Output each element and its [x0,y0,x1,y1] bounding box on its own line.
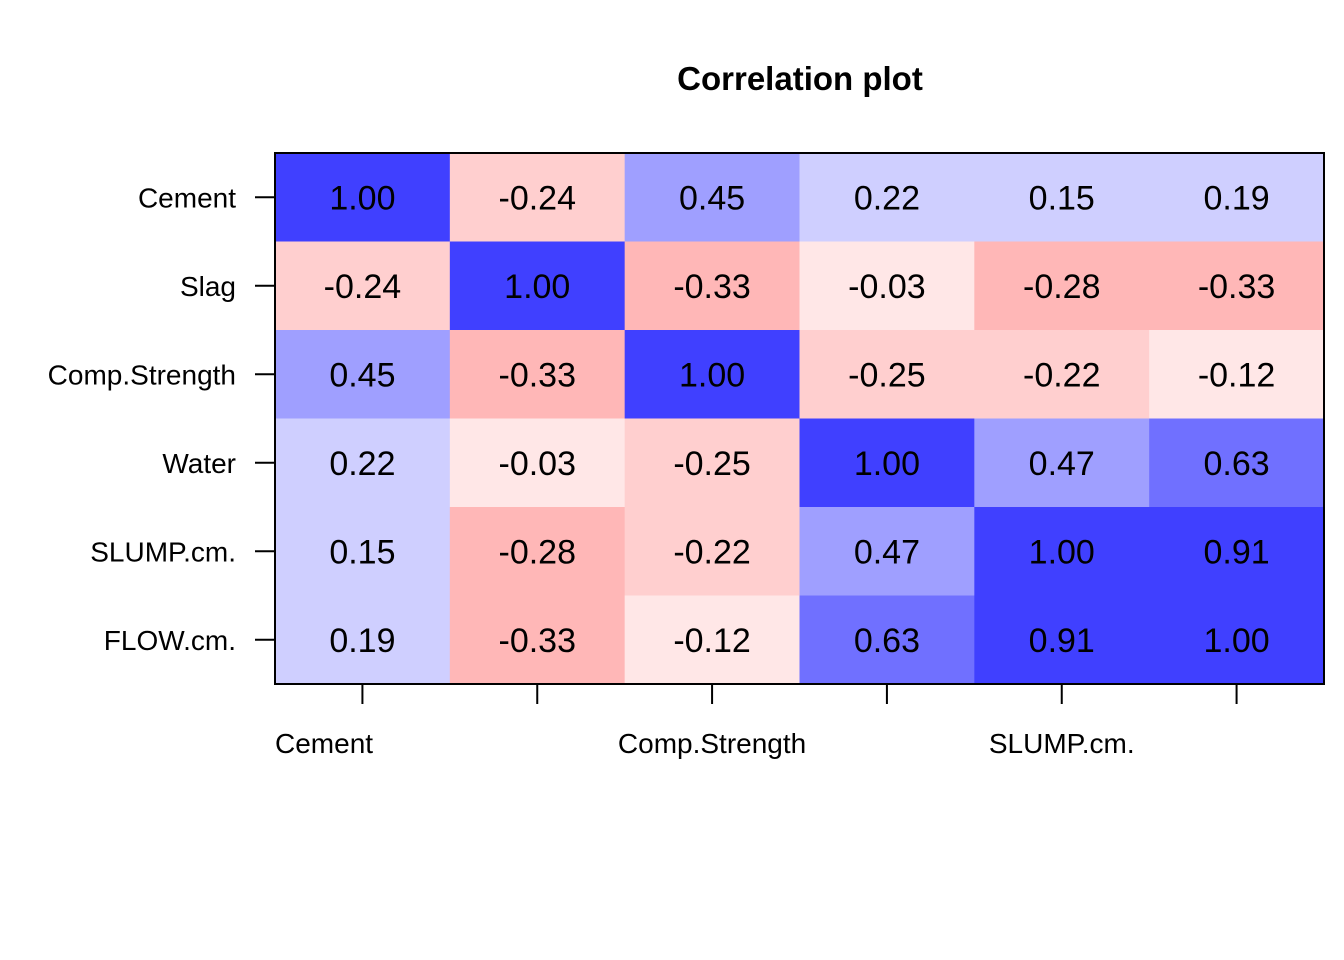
x-axis-tick-label: Comp.Strength [618,728,806,759]
plot-border [274,152,1325,685]
cell-value-label: -0.22 [673,533,751,571]
heatmap-cells [275,153,1325,685]
heatmap-cell [799,153,975,243]
y-axis-tick-label: SLUMP.cm. [90,536,236,567]
cell-value-label: -0.25 [848,356,926,394]
cell-value-label: -0.24 [499,179,577,217]
heatmap-cell [449,595,626,685]
cell-value-label: -0.03 [499,445,577,483]
heatmap-cell [799,595,975,685]
cell-value-label: -0.12 [673,622,751,660]
heatmap-cell [624,330,801,420]
cell-value-label: 0.22 [854,179,920,217]
cell-value-label: 0.91 [1029,622,1095,660]
heatmap-cell [799,507,975,597]
heatmap-cell [449,153,626,243]
heatmap-cell [275,418,451,508]
cell-value-label: 0.63 [854,622,920,660]
cell-value-label: -0.03 [848,268,926,306]
cell-value-label: 1.00 [1029,533,1095,571]
cell-value-label: -0.28 [1023,268,1101,306]
heatmap-cell [449,241,626,331]
heatmap-cell [624,241,801,331]
heatmap-cell [624,507,801,597]
cell-value-label: -0.12 [1198,356,1276,394]
cell-value-label: 0.22 [329,445,395,483]
heatmap-cell [275,153,451,243]
cell-value-label: 0.15 [329,533,395,571]
heatmap-cell [1149,241,1325,331]
y-axis-tick-label: Cement [138,182,236,213]
y-axis-tick-label: Water [162,448,236,479]
heatmap-cell [974,241,1150,331]
cell-value-label: 0.19 [329,622,395,660]
cell-value-label: 0.19 [1203,179,1269,217]
cell-value-label: 0.47 [854,533,920,571]
heatmap-cell [799,330,975,420]
heatmap-cell [624,153,801,243]
cell-value-label: 0.45 [329,356,395,394]
heatmap-cell [449,418,626,508]
x-axis: Cement Comp.Strength SLUMP.cm. [275,684,1238,759]
heatmap-cell [799,418,975,508]
cell-value-label: 1.00 [854,445,920,483]
cell-value-label: -0.33 [1198,268,1276,306]
cell-value-label: -0.33 [499,356,577,394]
cell-value-label: 1.00 [329,179,395,217]
cell-value-label: 1.00 [679,356,745,394]
cell-value-label: 0.63 [1203,445,1269,483]
y-axis: Cement Slag Comp.Strength Water SLUMP.cm. FLO… [48,182,275,656]
cell-value-label: -0.33 [673,268,751,306]
heatmap-cell [974,153,1150,243]
y-axis-tick-label: Slag [180,271,236,302]
x-axis-tick-label: SLUMP.cm. [989,728,1135,759]
y-axis-tick-label: FLOW.cm. [104,625,236,656]
heatmap-cell [799,241,975,331]
cell-value-label: 1.00 [504,268,570,306]
cell-value-label: -0.24 [324,268,402,306]
heatmap-cell [1149,330,1325,420]
heatmap-cell [974,418,1150,508]
heatmap-cell [1149,507,1325,597]
heatmap-cell [1149,418,1325,508]
heatmap-cell [275,330,451,420]
heatmap-cell [1149,595,1325,685]
cell-value-label: -0.33 [499,622,577,660]
cell-value-label: 0.47 [1029,445,1095,483]
heatmap-cell [449,330,626,420]
cell-value-label: 0.91 [1203,533,1269,571]
heatmap-cell [275,241,451,331]
cell-value-label: -0.22 [1023,356,1101,394]
heatmap-cell [1149,153,1325,243]
cell-value-label: 0.45 [679,179,745,217]
heatmap-cell [275,507,451,597]
heatmap-cell [624,418,801,508]
heatmap-cell [275,595,451,685]
cell-value-label: 1.00 [1203,622,1269,660]
heatmap-cell [974,330,1150,420]
cell-value-label: -0.28 [499,533,577,571]
heatmap-cell [974,595,1150,685]
heatmap-cell [624,595,801,685]
cell-value-label: 0.15 [1029,179,1095,217]
heatmap-cell [974,507,1150,597]
y-axis-tick-label: Comp.Strength [48,359,236,390]
cell-value-label: -0.25 [673,445,751,483]
heatmap-cell [449,507,626,597]
chart-title: Correlation plot [677,60,923,97]
x-axis-tick-label: Cement [275,728,373,759]
heatmap-cell-labels: 1.00 -0.24 0.45 0.22 0.15 0.19 -0.24 1.00 -0.33 -… [324,179,1276,660]
